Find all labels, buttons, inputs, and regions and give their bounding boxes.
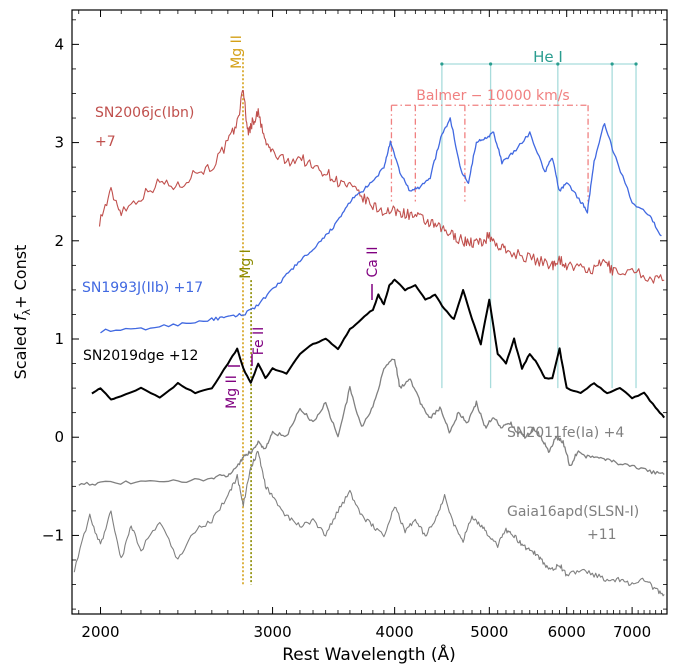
hei-marker-2 (556, 62, 560, 66)
series-labels: SN2006jc(Ibn) +7 SN1993J(IIb) +17 SN2019dge… (82, 105, 639, 543)
series-label-0-1: +7 (95, 134, 116, 150)
y-tick-label-4: 3 (54, 134, 64, 152)
mg1-label: Mg I (238, 249, 254, 279)
series-label-3-0: SN2011fe(Ia) +4 (507, 425, 624, 441)
x-tick-label-2: 4000 (376, 623, 414, 641)
x-tick-label-1: 3000 (253, 623, 291, 641)
series-line-1 (100, 117, 662, 334)
hei-marker-3 (610, 62, 614, 66)
axis-ticks: 2000 3000 4000 5000 6000 7000 −1 0 1 2 3 4 (42, 10, 667, 641)
y-tick-label-3: 2 (54, 232, 64, 250)
series-label-4-1: +11 (587, 527, 617, 543)
y-tick-label-2: 1 (54, 330, 64, 348)
x-tick-label-0: 2000 (81, 623, 119, 641)
series-label-0-0: SN2006jc(Ibn) (95, 105, 194, 121)
ca2-label: Ca II (365, 246, 381, 277)
plot-frame (71, 9, 668, 615)
y-label-f: f (11, 313, 30, 321)
fe2-label: Fe II (251, 327, 267, 356)
y-label-sub: λ (20, 308, 33, 315)
mg2-small-label: Mg II (224, 375, 240, 409)
balmer-label: Balmer − 10000 km/s (416, 88, 569, 104)
series-line-0 (98, 90, 665, 284)
y-axis-label: Scaled fλ+ Const (11, 245, 33, 380)
series-line-2 (91, 278, 665, 419)
x-tick-label-4: 6000 (548, 623, 586, 641)
mg2-top-label: Mg II (229, 35, 245, 69)
x-axis-label: Rest Wavelength (Å) (282, 643, 456, 665)
x-tick-label-5: 7000 (613, 623, 651, 641)
series-label-4-0: Gaia16apd(SLSN-I) (507, 504, 639, 520)
annotation-labels: Balmer − 10000 km/s He I Mg II Mg I Mg II Fe … (224, 35, 570, 409)
plot-area (73, 54, 665, 597)
series-label-2-0: SN2019dge +12 (83, 348, 198, 364)
hei-marker-0 (440, 62, 444, 66)
x-tick-label-3: 5000 (470, 623, 508, 641)
hei-label: He I (533, 48, 563, 66)
y-tick-label-0: −1 (42, 526, 64, 544)
series-line-3 (78, 358, 665, 486)
y-label-suffix: + Const (11, 245, 30, 309)
y-tick-label-1: 0 (54, 428, 64, 446)
series-label-1-0: SN1993J(IIb) +17 (82, 280, 203, 296)
series-line-4 (73, 450, 665, 597)
y-label-prefix: Scaled (11, 321, 30, 379)
hei-marker-4 (634, 62, 638, 66)
hei-marker-1 (488, 62, 493, 66)
y-tick-label-5: 4 (54, 35, 64, 53)
